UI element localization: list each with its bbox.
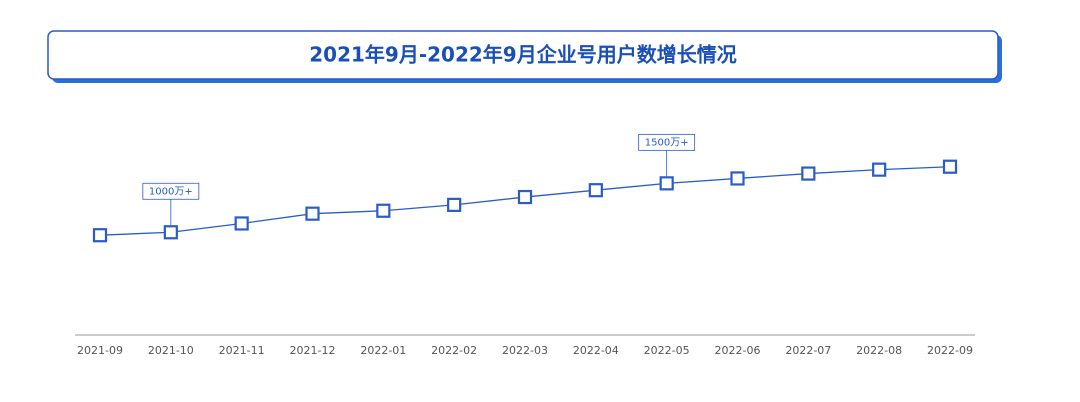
value-label: 1000万+ — [149, 186, 193, 197]
point — [163, 225, 178, 240]
point — [447, 197, 462, 212]
point — [801, 166, 816, 181]
label-box — [142, 182, 200, 200]
x-tick-label: 2022-05 — [644, 344, 690, 357]
label-box — [638, 133, 696, 151]
x-tick-label: 2022-08 — [856, 344, 902, 357]
x-tick-label: 2022-04 — [573, 344, 619, 357]
point — [872, 162, 887, 177]
x-tick-label: 2021-09 — [77, 344, 123, 357]
x-tick-label: 2022-06 — [715, 344, 761, 357]
x-tick-label: 2022-03 — [502, 344, 548, 357]
point — [730, 171, 745, 186]
point — [305, 206, 320, 221]
title-box — [47, 30, 999, 80]
x-tick-label: 2021-12 — [290, 344, 336, 357]
point — [234, 216, 249, 231]
point — [659, 176, 674, 191]
point — [942, 159, 958, 174]
point — [92, 228, 108, 243]
x-tick-label: 2022-02 — [431, 344, 477, 357]
x-tick-label: 2022-07 — [785, 344, 831, 357]
value-label: 1500万+ — [645, 137, 689, 148]
x-tick-label: 2021-11 — [219, 344, 265, 357]
x-tick-label: 2022-09 — [927, 344, 973, 357]
point — [376, 203, 391, 218]
point — [517, 189, 533, 205]
chart-title: 2021年9月-2022年9月企业号用户数增长情况 — [309, 43, 736, 67]
point — [588, 183, 603, 198]
x-tick-label: 2022-01 — [360, 344, 406, 357]
x-tick-label: 2021-10 — [148, 344, 194, 357]
